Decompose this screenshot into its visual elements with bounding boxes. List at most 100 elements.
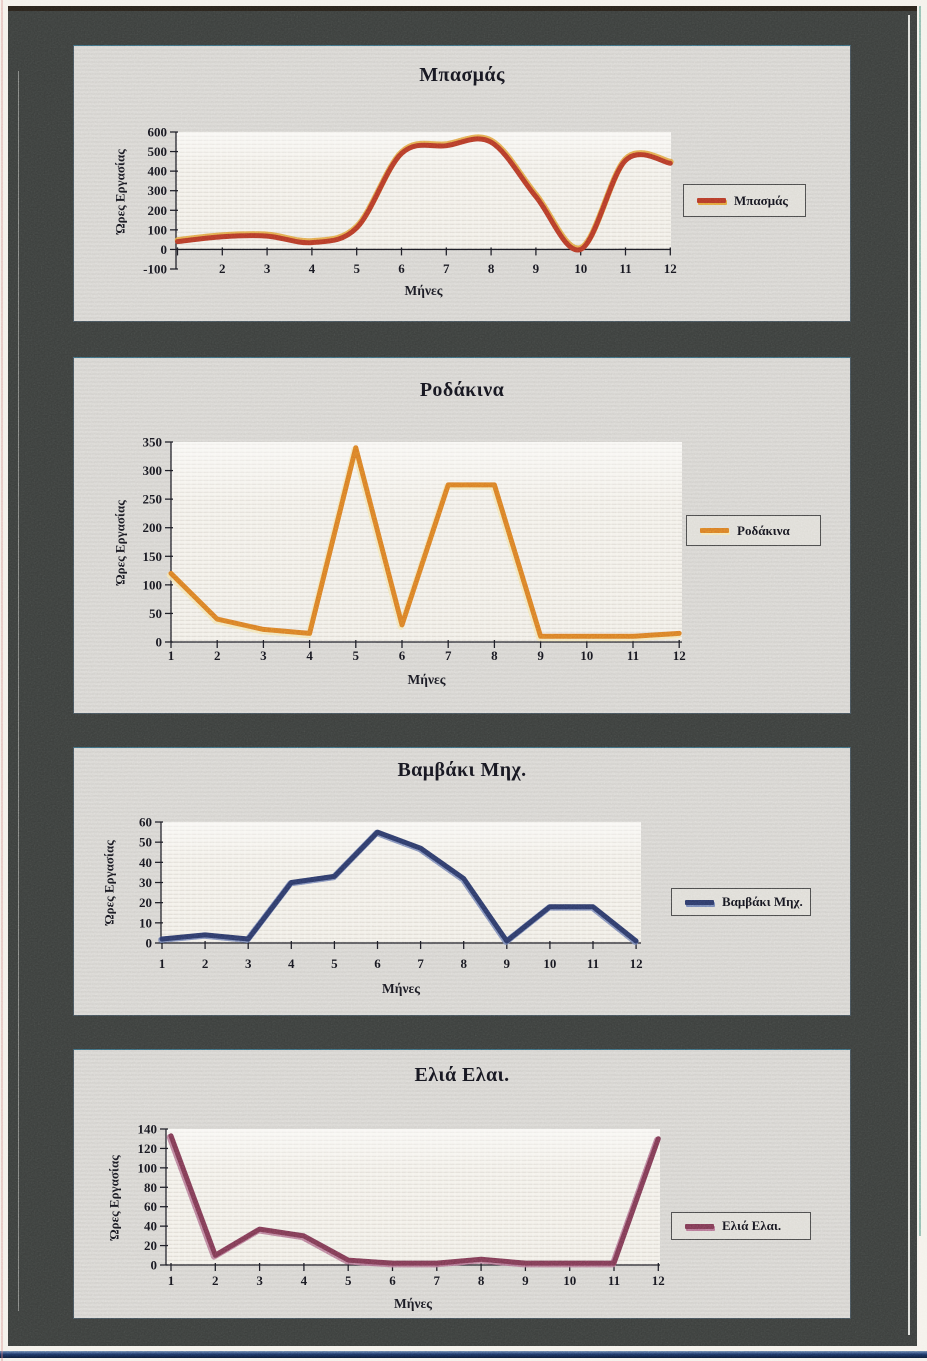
legend-box: Ροδάκινα [686,515,821,546]
y-axis-title: Ώρες Εργασίας [101,840,117,925]
x-tick-label: 2 [214,648,221,663]
y-tick-label: 150 [143,549,163,564]
x-tick-label: 3 [264,261,271,276]
y-tick-label: 0 [161,242,168,257]
y-tick-label: 200 [143,520,163,535]
legend-line-sample [685,1223,714,1229]
x-tick-label: 1 [168,1273,175,1288]
x-tick-label: 11 [619,261,631,276]
x-tick-label: 5 [353,261,360,276]
x-tick-label: 12 [664,261,677,276]
y-tick-label: 80 [144,1180,157,1195]
y-tick-label: 20 [144,1238,157,1253]
x-axis-title: Μήνες [394,1296,432,1311]
chart-panel-rodakina: Ροδάκινα 0 50 100 150 200 250 300 350 1 2 3 4 5 6 7 8 9 1… [73,357,851,714]
x-tick-label: 10 [563,1273,576,1288]
x-tick-label: 2 [212,1273,219,1288]
y-tick-label: 50 [149,606,162,621]
legend-box: Βαμβάκι Μηχ. [671,888,811,916]
chart-panel-vamvaki: Βαμβάκι Μηχ. 0 10 20 30 40 50 60 1 2 3 4 5 6 7 8 9 10 11 1… [73,747,851,1016]
x-tick-label: 7 [445,648,452,663]
x-axis-title: Μήνες [404,283,443,298]
x-tick-label: 3 [256,1273,263,1288]
x-tick-label: 4 [301,1273,308,1288]
x-tick-label: 10 [574,261,587,276]
scan-edge-left-line [1,0,3,1361]
x-tick-label: 11 [627,648,639,663]
y-axis-title: Ώρες Εργασίας [112,149,128,234]
x-axis-title: Μήνες [407,672,446,687]
y-tick-label: 20 [139,895,152,910]
y-tick-label: 40 [139,855,152,870]
x-tick-label: 7 [434,1273,441,1288]
y-tick-label: 200 [148,203,168,218]
x-tick-label: 1 [168,648,175,663]
y-tick-label: 0 [151,1258,158,1273]
x-tick-label: 10 [580,648,593,663]
y-tick-label: 60 [139,815,152,830]
scan-edge-right-line [919,6,921,1236]
y-tick-label: 50 [139,835,152,850]
x-tick-label: 3 [245,956,252,971]
x-tick-label: 6 [389,1273,396,1288]
x-tick-label: 11 [608,1273,620,1288]
x-tick-label: 9 [522,1273,529,1288]
legend-line-sample [697,198,726,203]
x-tick-label: 6 [399,648,406,663]
y-tick-label: 300 [148,183,168,198]
x-tick-label: 12 [652,1273,665,1288]
x-tick-label: 11 [587,956,599,971]
y-tick-label: 40 [144,1219,157,1234]
x-tick-label: 12 [673,648,686,663]
y-tick-label: 250 [143,492,163,507]
legend-line-sample [685,899,714,905]
x-tick-label: 5 [331,956,338,971]
legend-label: Ελιά Ελαι. [722,1218,782,1233]
y-tick-label: 100 [148,222,168,237]
legend-box: Μπασμάς [683,184,806,217]
y-tick-label: -100 [143,262,167,277]
x-tick-label: 9 [504,956,511,971]
legend-label: Ροδάκινα [737,522,790,538]
y-tick-label: 350 [143,435,163,450]
y-tick-label: 400 [148,164,168,179]
x-tick-label: 2 [202,956,209,971]
y-tick-label: 120 [138,1141,158,1156]
x-tick-label: 8 [491,648,498,663]
x-axis-title: Μήνες [382,981,420,996]
legend-label: Βαμβάκι Μηχ. [722,894,803,909]
legend-line-sample [700,528,729,533]
y-tick-label: 100 [138,1160,158,1175]
chart-panel-mpasmas: Μπασμάς -100 0 100 200 300 400 500 600 2 3 4 5 6 7 8 9 1… [73,45,851,322]
x-tick-label: 6 [398,261,405,276]
x-tick-label: 6 [374,956,381,971]
y-tick-label: 0 [156,635,163,650]
x-tick-label: 9 [533,261,540,276]
y-tick-label: 600 [148,125,168,140]
x-tick-label: 5 [353,648,360,663]
y-axis-title: Ώρες Εργασίας [106,1155,122,1240]
x-tick-label: 5 [345,1273,352,1288]
y-tick-label: 10 [139,915,152,930]
legend-box: Ελιά Ελαι. [671,1212,811,1240]
y-tick-label: 60 [144,1199,157,1214]
x-tick-label: 4 [309,261,316,276]
scan-frame-highlight-left [18,71,19,1311]
legend-label: Μπασμάς [734,192,788,208]
x-tick-label: 12 [630,956,643,971]
x-tick-label: 9 [537,648,544,663]
y-axis-title: Ώρες Εργασίας [112,500,128,585]
x-tick-label: 7 [417,956,424,971]
x-tick-label: 10 [543,956,556,971]
scan-edge-bottom-line [0,1351,927,1358]
x-tick-label: 8 [460,956,467,971]
x-tick-label: 8 [478,1273,485,1288]
x-tick-label: 8 [488,261,495,276]
y-tick-label: 0 [146,936,153,951]
y-tick-label: 300 [143,463,163,478]
x-tick-label: 2 [219,261,226,276]
x-tick-label: 4 [306,648,313,663]
x-tick-label: 1 [159,956,166,971]
